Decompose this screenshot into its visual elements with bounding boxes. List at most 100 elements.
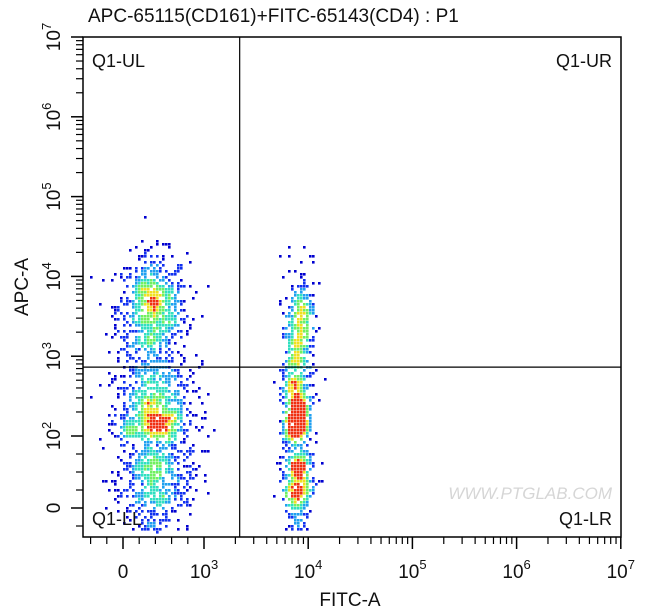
event-point	[114, 273, 117, 276]
event-point	[150, 483, 153, 486]
event-point	[156, 291, 159, 294]
event-point	[135, 351, 138, 354]
event-point	[180, 450, 183, 453]
event-point	[183, 486, 186, 489]
event-point	[144, 282, 147, 285]
event-point	[309, 345, 312, 348]
event-point	[156, 300, 159, 303]
event-point	[291, 477, 294, 480]
event-point	[309, 414, 312, 417]
event-point	[147, 465, 150, 468]
event-point	[306, 285, 309, 288]
event-point	[102, 279, 105, 282]
event-point	[141, 435, 144, 438]
event-point	[297, 429, 300, 432]
event-point	[306, 420, 309, 423]
event-point	[129, 453, 132, 456]
event-point	[174, 474, 177, 477]
event-point	[177, 372, 180, 375]
event-point	[174, 498, 177, 501]
event-point	[126, 408, 129, 411]
event-point	[126, 495, 129, 498]
event-point	[306, 444, 309, 447]
event-point	[279, 480, 282, 483]
event-point	[306, 333, 309, 336]
event-point	[117, 387, 120, 390]
event-point	[300, 462, 303, 465]
event-point	[120, 348, 123, 351]
event-point	[165, 309, 168, 312]
event-point	[303, 378, 306, 381]
event-point	[282, 489, 285, 492]
event-point	[150, 417, 153, 420]
event-point	[123, 522, 126, 525]
event-point	[207, 492, 210, 495]
event-point	[297, 375, 300, 378]
event-point	[303, 477, 306, 480]
event-point	[153, 489, 156, 492]
event-point	[123, 387, 126, 390]
event-point	[159, 450, 162, 453]
event-point	[129, 330, 132, 333]
event-point	[306, 396, 309, 399]
event-point	[156, 357, 159, 360]
event-point	[150, 333, 153, 336]
event-point	[126, 360, 129, 363]
event-point	[297, 393, 300, 396]
event-point	[150, 297, 153, 300]
event-point	[156, 489, 159, 492]
event-point	[291, 333, 294, 336]
event-point	[129, 357, 132, 360]
event-point	[300, 384, 303, 387]
event-point	[153, 525, 156, 528]
event-point	[303, 282, 306, 285]
event-point	[306, 303, 309, 306]
event-point	[150, 426, 153, 429]
event-point	[135, 306, 138, 309]
event-point	[306, 480, 309, 483]
event-point	[192, 390, 195, 393]
event-point	[171, 507, 174, 510]
event-point	[159, 360, 162, 363]
event-point	[135, 285, 138, 288]
event-point	[171, 468, 174, 471]
event-point	[171, 324, 174, 327]
event-point	[180, 420, 183, 423]
event-point	[165, 381, 168, 384]
event-point	[180, 495, 183, 498]
event-point	[309, 396, 312, 399]
event-point	[129, 354, 132, 357]
event-point	[150, 411, 153, 414]
event-point	[306, 294, 309, 297]
event-point	[123, 420, 126, 423]
event-point	[279, 399, 282, 402]
event-point	[174, 432, 177, 435]
event-point	[306, 339, 309, 342]
event-point	[162, 387, 165, 390]
event-point	[132, 342, 135, 345]
event-point	[309, 510, 312, 513]
event-point	[168, 408, 171, 411]
event-point	[141, 432, 144, 435]
event-point	[147, 315, 150, 318]
event-point	[303, 303, 306, 306]
event-point	[288, 372, 291, 375]
event-point	[153, 528, 156, 531]
event-point	[303, 288, 306, 291]
event-point	[162, 420, 165, 423]
event-point	[135, 432, 138, 435]
event-point	[153, 456, 156, 459]
event-point	[177, 417, 180, 420]
event-point	[126, 321, 129, 324]
event-point	[288, 339, 291, 342]
event-point	[297, 492, 300, 495]
event-point	[126, 468, 129, 471]
event-point	[108, 384, 111, 387]
event-point	[189, 285, 192, 288]
event-point	[177, 468, 180, 471]
event-point	[306, 528, 309, 531]
event-point	[159, 468, 162, 471]
event-point	[129, 519, 132, 522]
event-point	[144, 486, 147, 489]
event-point	[312, 492, 315, 495]
